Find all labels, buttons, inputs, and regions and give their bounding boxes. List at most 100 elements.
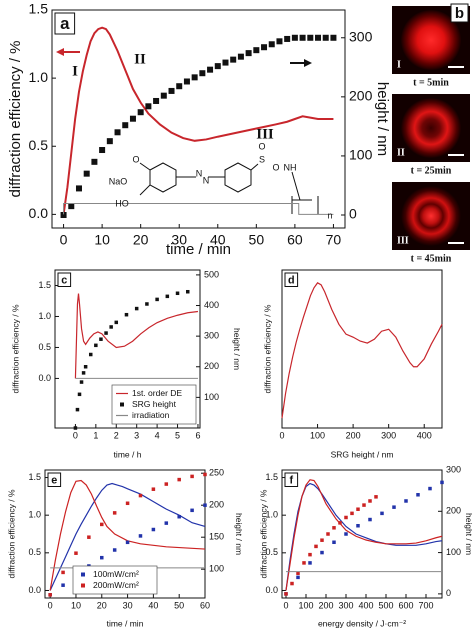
x-tick-label: 2 [114, 430, 119, 440]
arrows [56, 48, 312, 67]
data-point [61, 570, 65, 575]
data-point [134, 306, 139, 311]
legend-label: 100mW/cm² [93, 569, 139, 579]
plot-frame [51, 9, 346, 229]
data-point [230, 56, 237, 63]
x-axis-title: time / min [107, 618, 144, 628]
ring [149, 162, 177, 193]
data-point [185, 289, 190, 294]
panel-label: f [289, 475, 293, 487]
data-point [125, 501, 130, 506]
y2-tick-label: 100 [349, 147, 373, 163]
data-point [296, 575, 300, 580]
x-axis-title: SRG height / nm [331, 449, 394, 459]
x-tick-label: 200 [346, 430, 361, 440]
image-caption: t = 5min [413, 77, 449, 88]
data-point [175, 291, 180, 296]
panel-label-box [57, 272, 72, 287]
y-axis-title: diffraction efficiency / % [262, 304, 272, 393]
ring [224, 162, 252, 193]
data-point [168, 87, 175, 94]
data-point [314, 544, 318, 549]
x-tick-label: 30 [171, 231, 187, 247]
structure-atom: NH [284, 162, 297, 172]
y-tick-label: 0.5 [29, 137, 49, 153]
data-point [129, 115, 136, 122]
data-point [326, 532, 330, 536]
y-tick-label: 0.5 [28, 547, 41, 557]
data-point [320, 538, 324, 542]
image-caption: t = 45min [411, 253, 452, 264]
data-point [125, 540, 130, 545]
legend-label: SRG height [132, 399, 177, 409]
y-tick-label: 1.0 [28, 510, 41, 520]
data-point [290, 581, 294, 586]
data-point [203, 472, 207, 477]
y-tick-label: 1.5 [29, 1, 49, 17]
legend-label: irradiation [132, 410, 170, 420]
y2-tick-label: 300 [204, 331, 219, 341]
data-line [49, 479, 206, 591]
data-point [183, 78, 190, 85]
panel-label: c [61, 275, 67, 287]
data-point [203, 503, 207, 507]
y2-tick-label: 200 [209, 500, 224, 510]
panel-label-box [450, 3, 469, 23]
y-axis-title: diffraction efficiency / % [10, 304, 20, 393]
data-point [392, 505, 396, 509]
data-point [350, 511, 354, 516]
data-point [440, 480, 444, 485]
legend-box [111, 384, 197, 425]
data-point [245, 50, 252, 57]
data-point [368, 517, 372, 522]
data-point [284, 592, 288, 596]
data-point [165, 294, 170, 299]
y2-tick-label: 0 [349, 206, 357, 222]
data-line [62, 26, 334, 215]
y2-tick-label: 200 [204, 361, 219, 371]
data-point [75, 185, 82, 192]
legend-label: 200mW/cm² [93, 580, 139, 590]
y-tick-label: 1.0 [29, 69, 49, 85]
x-tick-label: 50 [174, 600, 184, 610]
data-point [307, 34, 314, 41]
data-point [79, 380, 84, 384]
x-tick-label: 0 [279, 430, 284, 440]
data-point [207, 66, 214, 73]
data-line [285, 482, 443, 591]
data-point [380, 511, 384, 516]
x-axis-title: time / min [166, 241, 231, 258]
data-point [137, 109, 144, 116]
plot-frame [54, 269, 201, 429]
plot-frame [281, 269, 443, 429]
data-line [281, 282, 443, 419]
x-tick-label: 10 [94, 231, 110, 247]
data-point [330, 34, 337, 41]
data-point [284, 35, 291, 42]
y-tick-label: 1.5 [28, 472, 41, 482]
data-point [368, 499, 372, 503]
data-point [112, 511, 117, 515]
data-point [190, 474, 194, 479]
data-point [315, 34, 322, 41]
panel-label: a [60, 14, 70, 33]
data-point [100, 555, 104, 560]
structure-atom: NaO [109, 176, 128, 186]
data-point [138, 493, 143, 498]
structure-atom: HO [115, 198, 129, 208]
x-tick-label: 300 [338, 600, 353, 610]
y-tick-label: 0.5 [265, 547, 278, 557]
data-point [88, 352, 93, 357]
y-tick-label: 1.5 [38, 280, 51, 290]
x-tick-label: 0 [48, 600, 53, 610]
panel-label-box [47, 472, 62, 487]
x-tick-label: 40 [210, 231, 226, 247]
data-point [122, 122, 129, 129]
structure-atom: O [132, 154, 139, 164]
y-tick-label: 0.0 [28, 585, 41, 595]
data-point [261, 44, 268, 51]
x-tick-label: 3 [134, 430, 139, 440]
x-tick-label: 5 [175, 430, 180, 440]
data-point [91, 158, 98, 165]
